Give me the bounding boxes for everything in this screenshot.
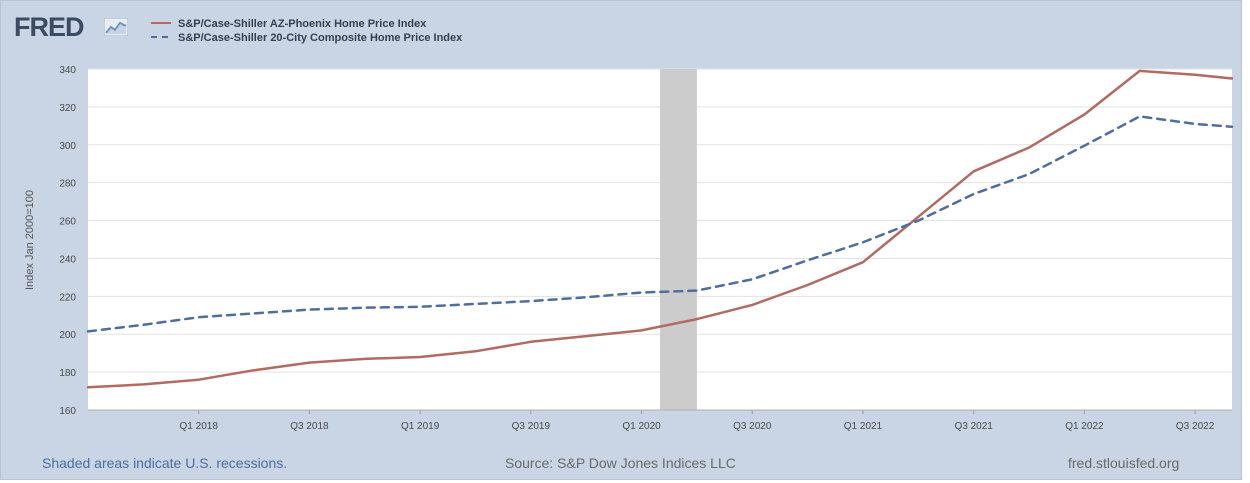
legend-label: S&P/Case-Shiller 20-City Composite Home … [178,32,463,44]
series-line-phoenix [86,69,1234,389]
x-tick-label: Q3 2022 [1176,421,1215,432]
x-tick-label: Q1 2022 [1065,421,1104,432]
y-axis: 160 180 200 220 240 260 280 300 320 340 [59,65,76,417]
legend-swatch-solid [151,22,171,24]
source-text: Source: S&P Dow Jones Indices LLC [505,455,736,471]
series-line-20-city [86,115,1234,333]
y-tick-label: 200 [59,330,76,341]
recession-note: Shaded areas indicate U.S. recessions. [42,455,288,471]
recession-band [660,69,697,410]
recession-layer [660,69,697,410]
series-layer [86,69,1234,389]
x-tick-label: Q3 2019 [512,421,551,432]
legend-item-phoenix[interactable]: S&P/Case-Shiller AZ-Phoenix Home Price I… [150,17,462,31]
x-tick-label: Q1 2019 [401,421,440,432]
x-tick-label: Q1 2020 [622,421,661,432]
y-tick-label: 340 [59,65,76,76]
x-tick-label: Q3 2018 [290,421,329,432]
y-tick-label: 220 [59,292,76,303]
legend-item-20-city[interactable]: S&P/Case-Shiller 20-City Composite Home … [150,31,462,45]
y-axis-title: Index Jan 2000=100 [24,190,36,290]
legend-swatch-dashed [151,36,171,38]
y-tick-label: 240 [59,254,76,265]
x-axis: Q1 2018 Q3 2018 Q1 2019 Q3 2019 Q1 2020 Q3 20… [88,409,1232,432]
y-tick-label: 160 [59,406,76,417]
y-tick-label: 280 [59,179,76,190]
chart-legend: S&P/Case-Shiller AZ-Phoenix Home Price I… [150,17,462,45]
fred-logo[interactable]: FRED [14,12,84,42]
x-tick-label: Q3 2021 [954,421,993,432]
site-link[interactable]: fred.stlouisfed.org [1068,455,1180,471]
x-tick-label: Q3 2020 [733,421,772,432]
y-tick-label: 300 [59,141,76,152]
legend-label: S&P/Case-Shiller AZ-Phoenix Home Price I… [178,18,427,30]
y-tick-label: 180 [59,368,76,379]
fred-graph-icon [104,18,128,36]
x-tick-label: Q1 2018 [180,421,219,432]
y-tick-label: 320 [59,103,76,114]
y-tick-label: 260 [59,217,76,228]
x-tick-label: Q1 2021 [844,421,883,432]
